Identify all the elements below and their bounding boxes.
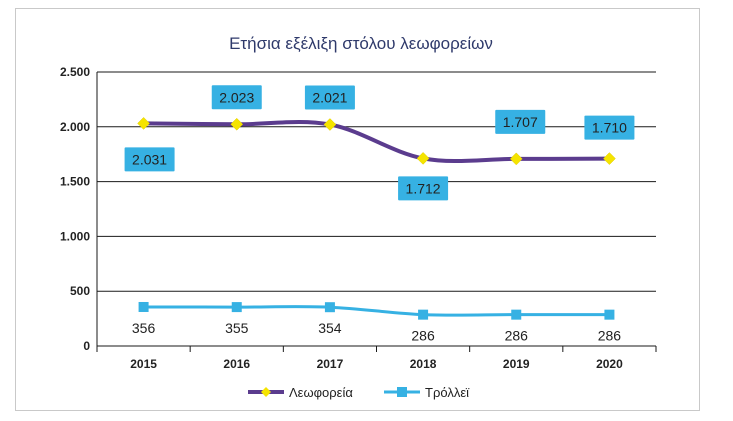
- marker-trolleys: [418, 309, 429, 320]
- marker-buses: [137, 117, 150, 130]
- legend-label-buses: Λεωφορεία: [289, 385, 353, 400]
- y-tick-label: 2.000: [60, 120, 90, 134]
- data-label-box-buses: [211, 85, 262, 110]
- y-tick-label: 500: [70, 284, 90, 298]
- data-label-trolleys: 286: [505, 328, 529, 344]
- y-axis: 0 500 1.000 1.500 2.000 2.500: [60, 65, 98, 353]
- y-tick-label: 2.500: [60, 65, 90, 79]
- legend-marker-buses: [261, 387, 271, 397]
- data-label-trolleys: 354: [318, 320, 342, 336]
- data-label-buses: 2.021: [312, 89, 347, 105]
- x-tick-label: 2019: [503, 357, 530, 371]
- data-label-buses: 2.023: [219, 89, 254, 105]
- y-tick-label: 1.500: [60, 175, 90, 189]
- line-chart: Ετήσια εξέλιξη στόλου λεωφορείων 0 500 1.0…: [60, 34, 657, 400]
- data-label-trolleys: 355: [225, 320, 249, 336]
- legend-label-trolleys: Τρόλλεϊ: [425, 385, 470, 400]
- x-tick-label: 2015: [130, 357, 157, 371]
- legend-marker-trolleys: [397, 387, 407, 397]
- x-axis: 2015 2016 2017 2018 2019 2020: [96, 346, 657, 371]
- data-label-box-buses: [398, 176, 449, 201]
- legend: Λεωφορεία Τρόλλεϊ: [248, 385, 470, 400]
- x-tick-label: 2017: [317, 357, 344, 371]
- series-layer: 2.031 2.023 2.021 1.712 1.707 1.710 356 355 354 2…: [124, 85, 635, 344]
- marker-buses: [323, 118, 337, 131]
- series-line-buses: [143, 119, 610, 164]
- marker-trolleys: [231, 302, 242, 313]
- marker-buses: [509, 152, 523, 166]
- x-tick-label: 2020: [596, 357, 623, 371]
- y-tick-label: 0: [83, 339, 90, 353]
- marker-buses: [416, 152, 430, 165]
- marker-trolleys: [604, 309, 615, 320]
- chart-title: Ετήσια εξέλιξη στόλου λεωφορείων: [229, 34, 493, 53]
- data-label-trolleys: 356: [132, 320, 156, 336]
- data-label-buses: 1.707: [503, 114, 538, 130]
- x-tick-label: 2016: [223, 357, 250, 371]
- marker-trolleys: [511, 309, 522, 320]
- marker-buses: [603, 152, 616, 165]
- data-label-buses: 1.712: [406, 180, 441, 196]
- data-label-trolleys: 286: [411, 328, 435, 344]
- data-label-box-buses: [495, 109, 546, 134]
- grid-lines: [97, 71, 656, 347]
- data-label-buses: 2.031: [132, 151, 167, 167]
- data-label-box-buses: [124, 147, 175, 172]
- marker-buses: [230, 117, 244, 131]
- data-label-trolleys: 286: [598, 328, 622, 344]
- marker-trolleys: [324, 302, 335, 313]
- y-tick-label: 1.000: [60, 229, 90, 243]
- data-label-buses: 1.710: [592, 120, 627, 136]
- data-label-box-buses: [304, 85, 355, 110]
- data-label-box-buses: [584, 115, 635, 140]
- marker-trolleys: [138, 301, 149, 312]
- x-tick-label: 2018: [410, 357, 437, 371]
- chart-frame: Ετήσια εξέλιξη στόλου λεωφορείων 0 500 1.0…: [15, 8, 700, 411]
- series-line-trolleys: [143, 305, 610, 317]
